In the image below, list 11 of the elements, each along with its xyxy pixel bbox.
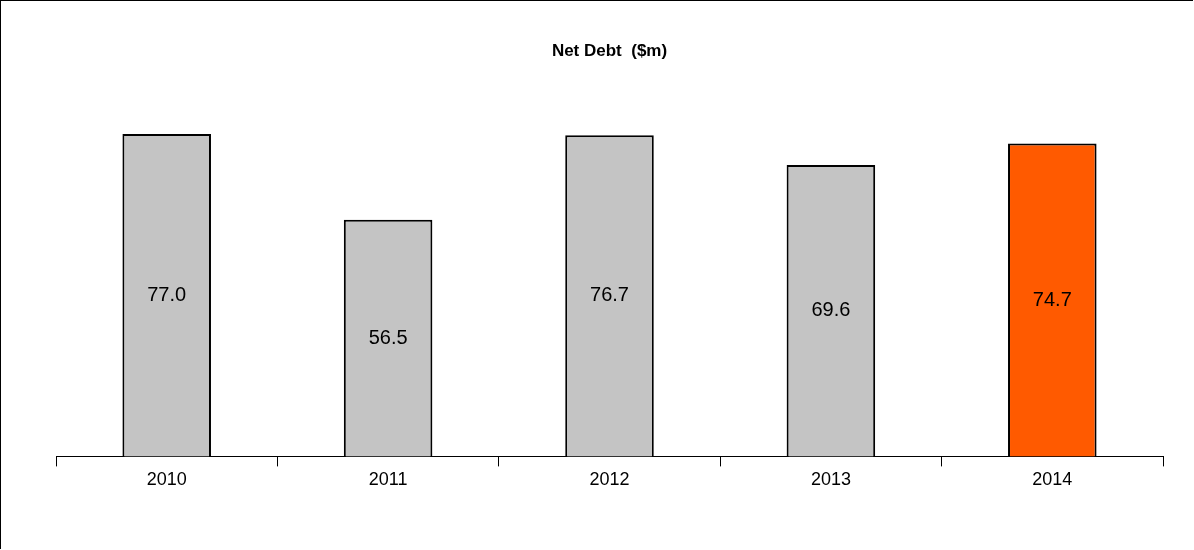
x-tick-label: 2014 [1032, 469, 1073, 490]
data-label: 76.7 [590, 283, 629, 306]
data-label: 56.5 [368, 325, 408, 348]
x-tick-label: 2012 [589, 469, 630, 490]
data-label: 69.6 [811, 298, 851, 321]
data-label: 74.7 [1032, 287, 1072, 310]
chart-title: Net Debt ($m) [551, 40, 668, 60]
x-tick-label: 2011 [368, 469, 408, 490]
x-tick-label: 2010 [146, 469, 187, 490]
data-label: 77.0 [147, 282, 187, 305]
x-tick-label: 2013 [810, 469, 851, 490]
